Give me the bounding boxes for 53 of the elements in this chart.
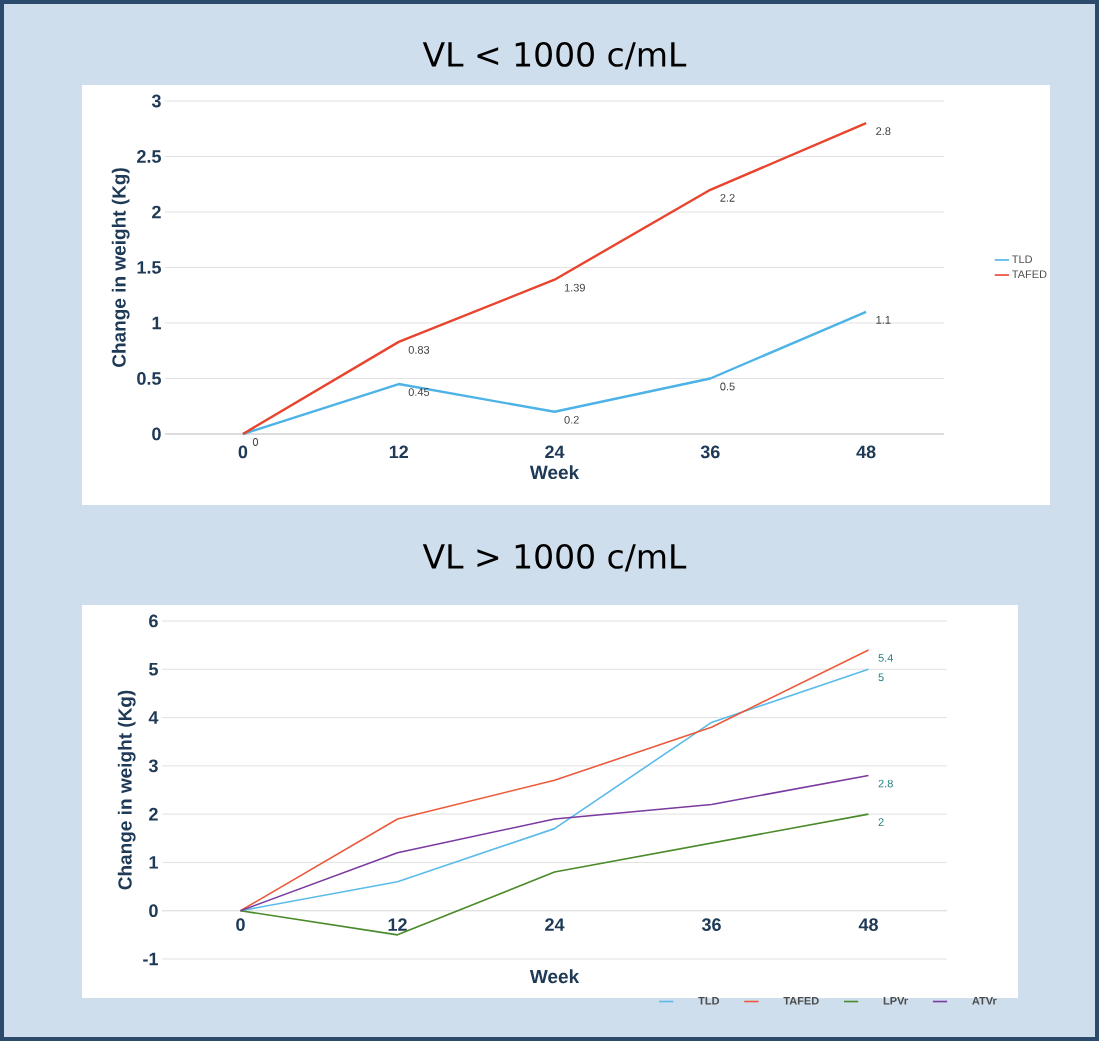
data-label: 5.4 (878, 654, 893, 662)
data-label: 0.5 (720, 382, 735, 391)
x-tick-label: 48 (856, 445, 876, 459)
y-tick-label: 1.5 (137, 261, 161, 274)
x-tick-label: 12 (389, 445, 408, 459)
y-tick-label: 1 (152, 316, 161, 330)
y-tick-label: 2 (152, 205, 161, 219)
x-axis-title: Week (529, 465, 580, 480)
y-tick-label: 6 (149, 614, 158, 628)
legend-label: TLD (1012, 255, 1033, 263)
legend-label: LPVr (883, 997, 908, 1005)
legend-label: ATVr (972, 997, 997, 1005)
legend-label: TAFED (1012, 270, 1047, 279)
chart-title: VL > 1000 c/mL (422, 543, 687, 572)
data-label: 0.2 (564, 415, 579, 424)
legend-label: TAFED (783, 997, 819, 1005)
line-series (241, 310, 868, 436)
data-label: 0.45 (408, 388, 430, 396)
y-tick-label: 2.5 (137, 150, 161, 163)
x-axis-title: Week (529, 969, 580, 984)
y-axis-title: Change in weight (Kg) (117, 690, 136, 890)
y-tick-label: 1 (149, 856, 158, 869)
y-axis-title: Change in weight (Kg) (111, 168, 130, 367)
x-tick-label: 48 (858, 918, 878, 931)
y-tick-label: 5 (149, 663, 158, 676)
y-tick-label: 0 (149, 904, 158, 918)
x-tick-label: 0 (238, 445, 248, 459)
x-tick-label: 0 (236, 918, 245, 931)
y-tick-label: 2 (149, 807, 158, 821)
y-tick-label: 4 (148, 711, 159, 724)
y-tick-label: -1 (143, 952, 158, 966)
data-label: 0.83 (408, 345, 430, 354)
data-label: 0 (252, 438, 259, 446)
y-tick-label: 3 (151, 94, 161, 108)
chart-title: VL < 1000 c/mL (422, 41, 687, 70)
data-label: 5 (878, 673, 884, 682)
data-label: 2.8 (878, 779, 893, 788)
y-tick-label: 0 (152, 427, 161, 441)
y-tick-label: 3 (148, 759, 158, 773)
x-tick-label: 36 (701, 918, 721, 932)
line-series (241, 121, 868, 436)
y-tick-label: 0.5 (137, 372, 161, 385)
x-tick-label: 24 (545, 445, 565, 459)
line-series (239, 774, 870, 912)
legend-label: TLD (698, 997, 720, 1005)
data-label: 1.39 (564, 283, 585, 292)
data-label: 2.8 (876, 127, 891, 136)
x-tick-label: 12 (388, 918, 407, 931)
x-tick-label: 24 (545, 918, 565, 931)
data-label: 2.2 (720, 193, 735, 202)
x-tick-label: 36 (700, 445, 720, 459)
data-label: 2 (878, 818, 884, 826)
data-label: 1.1 (876, 316, 891, 324)
